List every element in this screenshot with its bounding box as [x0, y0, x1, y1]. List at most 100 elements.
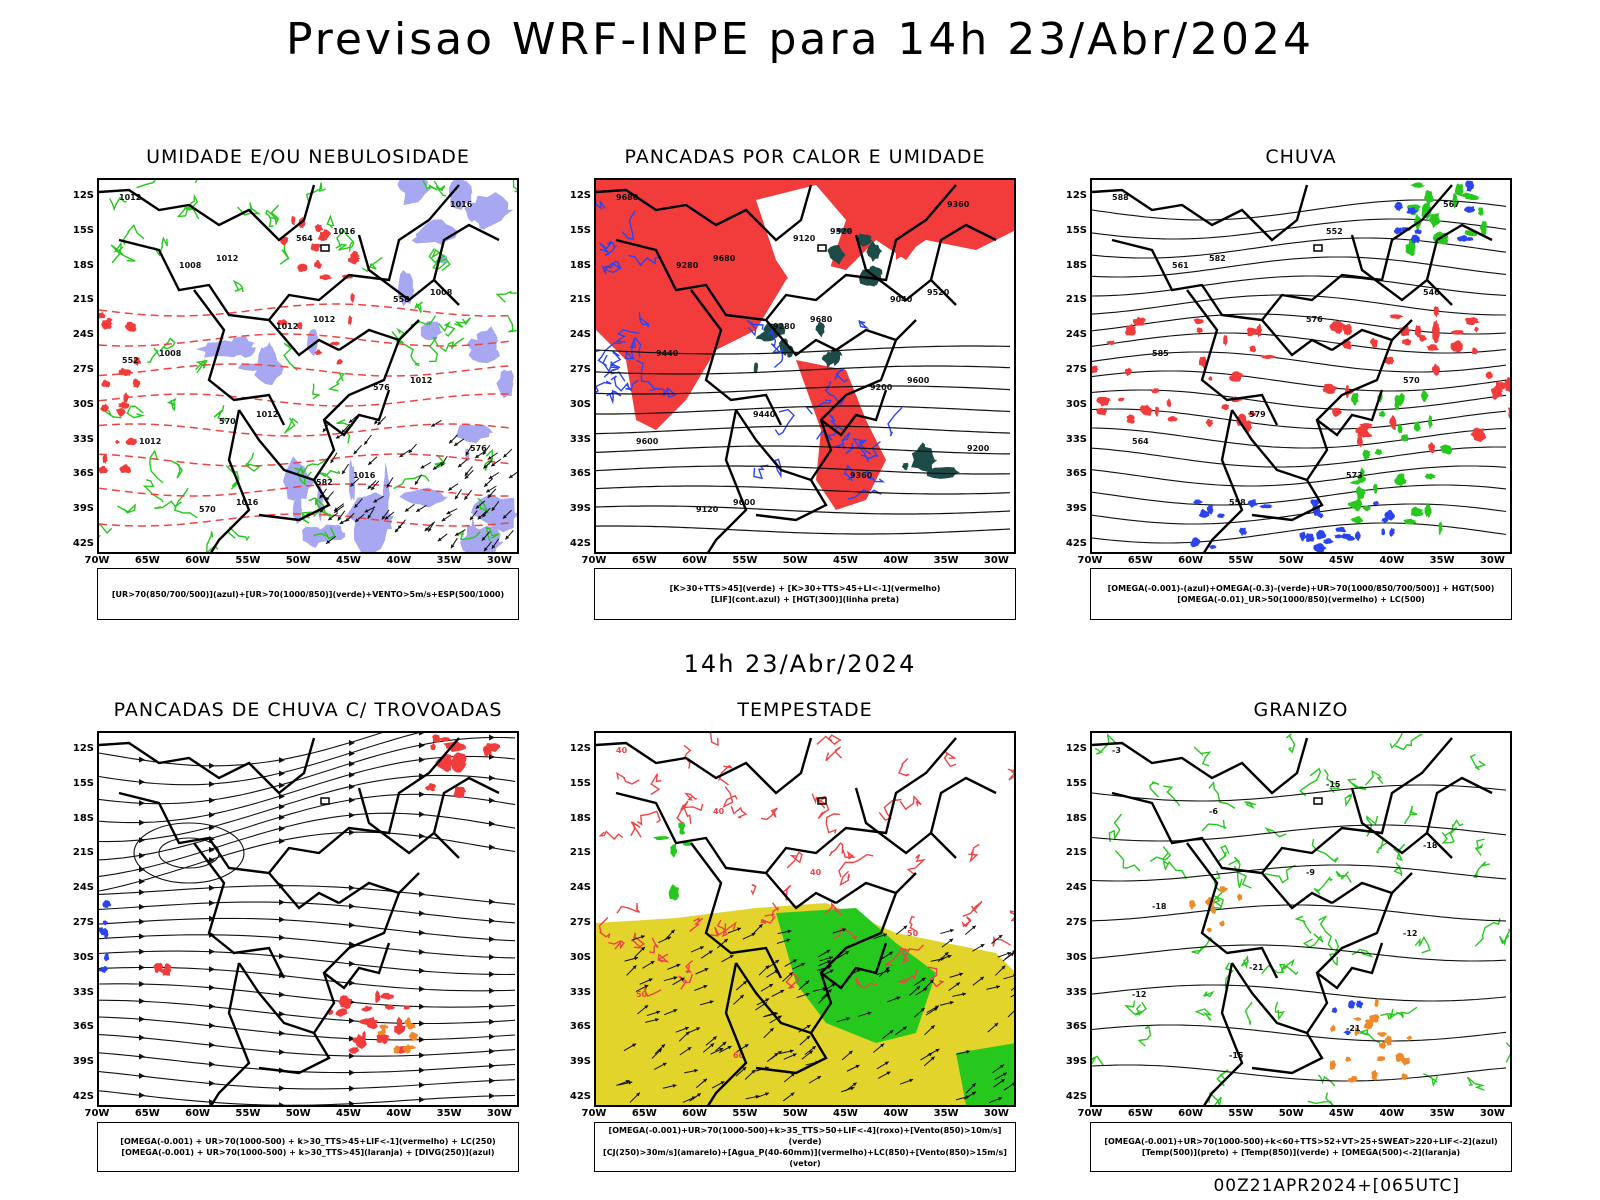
lat-label: 21S — [72, 294, 94, 306]
wind-cell — [280, 236, 289, 246]
lon-label: 30W — [1479, 555, 1505, 566]
legend-line: [OMEGA(-0.01)_UR>50(1000/850)(vermelho) … — [1177, 595, 1425, 604]
streamline-arrow — [489, 1062, 495, 1069]
omega500-area — [1210, 904, 1216, 913]
rain-area — [1507, 407, 1510, 419]
wind-vector — [349, 477, 360, 487]
humidity-contour — [147, 347, 161, 363]
rain-area — [1332, 407, 1343, 417]
precipitable-water-contour — [676, 806, 692, 824]
humidity-contour — [300, 511, 313, 524]
precipitable-water-contour — [760, 807, 778, 821]
streamline-arrow — [209, 1003, 215, 1010]
streamline-arrow — [279, 1011, 285, 1018]
omega500-area — [1204, 897, 1216, 907]
omega-weak-area — [1247, 499, 1258, 508]
temp850-contour — [1394, 733, 1423, 751]
lifted-index-contour — [636, 359, 657, 391]
omega-area — [1403, 518, 1417, 525]
lat-label: 18S — [1065, 259, 1087, 271]
streamline-arrow — [139, 1072, 145, 1079]
humidity-area — [317, 524, 346, 542]
wind-cell — [330, 341, 340, 346]
thunderstorm-area — [432, 734, 441, 743]
contour-label: 582 — [316, 478, 333, 487]
streamline-arrow — [419, 811, 425, 818]
wind-vector — [963, 1091, 977, 1100]
country-borders — [596, 184, 997, 552]
wind-vector — [448, 434, 458, 444]
lon-label: 40W — [883, 555, 909, 566]
wind-vector — [913, 1007, 925, 1018]
omega-area — [1439, 444, 1453, 455]
lat-label: 21S — [72, 847, 94, 859]
lat-label: 36S — [569, 1021, 591, 1033]
contour-label: 570 — [199, 505, 216, 514]
wind-vector — [846, 1064, 860, 1072]
wind-vector — [487, 452, 498, 460]
omega-area — [1394, 473, 1407, 487]
thunderstorm-area — [367, 1016, 378, 1030]
geopotential-contour — [1092, 370, 1507, 392]
temp850-contour — [1299, 767, 1322, 797]
wind-vector — [654, 1062, 667, 1070]
country-borders — [99, 184, 500, 552]
wind-vector — [792, 962, 806, 970]
omega-area — [1460, 192, 1474, 198]
streamline-arrow — [349, 980, 355, 987]
precipitable-water-contour — [786, 851, 803, 869]
wind-cell — [118, 401, 130, 409]
streamline-arrow — [419, 733, 425, 736]
wind-vector — [345, 512, 355, 522]
thunderstorm-area — [403, 1005, 411, 1010]
height-contour — [596, 505, 1011, 515]
rain-area — [1118, 397, 1125, 402]
streamline-arrow — [209, 1061, 215, 1068]
temp850-contour — [1404, 805, 1418, 825]
wind-vector — [895, 925, 908, 935]
wind-vector — [465, 444, 473, 456]
streamline — [99, 1034, 516, 1057]
wind-vector — [381, 509, 390, 520]
streamline — [99, 1090, 516, 1105]
wind-vector — [672, 977, 685, 986]
streamline — [99, 1052, 516, 1074]
wind-cell — [132, 378, 141, 389]
streamline-arrow — [139, 1092, 145, 1099]
lat-label: 18S — [72, 812, 94, 824]
wind-vector — [367, 480, 377, 490]
wind-vector — [663, 976, 678, 982]
hail-area — [1355, 1000, 1364, 1009]
wind-vector — [817, 949, 831, 958]
wind-vector — [700, 950, 713, 959]
lat-label: 12S — [569, 190, 591, 201]
lat-label: 36S — [1065, 468, 1087, 480]
contour-label: 1008 — [159, 349, 182, 358]
humidity-contour — [431, 258, 451, 272]
omega-weak-area — [1323, 538, 1334, 545]
lon-label: 30W — [486, 1108, 512, 1119]
lat-label: 18S — [569, 812, 591, 824]
contour-label: 9120 — [793, 234, 816, 243]
streamline-arrow — [209, 762, 215, 769]
thunderstorm-weak-area — [377, 1030, 383, 1036]
thunderstorm-area — [430, 743, 436, 751]
precipitable-water-contour — [839, 870, 850, 887]
wind-vector — [490, 458, 502, 467]
temp850-contour — [1364, 769, 1384, 786]
streamline-arrow — [489, 753, 495, 760]
lat-label: 15S — [569, 777, 591, 789]
wind-vector — [482, 460, 493, 469]
omega-weak-area — [1338, 533, 1351, 539]
omega-area — [1420, 390, 1429, 402]
streamline-arrow — [349, 922, 355, 929]
wind-vector — [483, 541, 492, 552]
lifted-index-contour — [596, 380, 612, 394]
omega-area — [1399, 393, 1405, 403]
temp850-contour — [1261, 963, 1286, 975]
wind-vector — [384, 511, 395, 521]
temp850-contour — [1499, 928, 1510, 946]
temp850-contour — [1281, 958, 1299, 976]
wind-cell — [99, 465, 109, 474]
rain-area — [1418, 334, 1427, 342]
